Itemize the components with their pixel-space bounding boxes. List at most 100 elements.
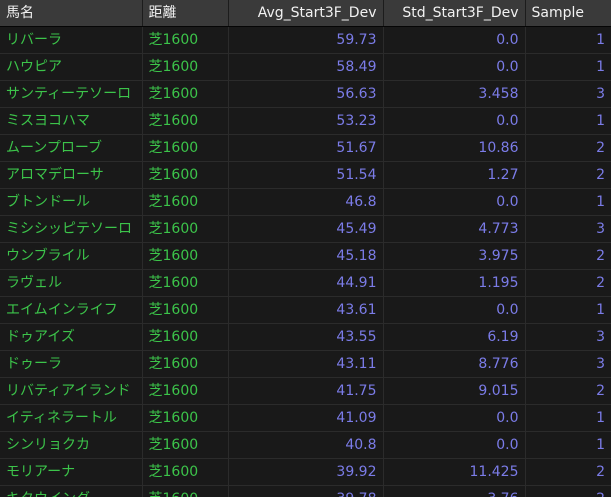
cell-std-start3f-dev: 10.86 bbox=[383, 134, 526, 162]
cell-horse-name: サンティーテソーロ bbox=[0, 80, 143, 108]
cell-avg-start3f-dev: 43.55 bbox=[228, 323, 384, 351]
cell-distance: 芝1600 bbox=[142, 431, 229, 459]
cell-distance: 芝1600 bbox=[142, 107, 229, 135]
cell-avg-start3f-dev: 51.54 bbox=[228, 161, 384, 189]
cell-horse-name: ラヴェル bbox=[0, 269, 143, 297]
cell-std-start3f-dev: 0.0 bbox=[383, 188, 526, 216]
table-row[interactable]: ミシシッピテソーロ 芝1600 45.49 4.773 3 bbox=[0, 215, 611, 243]
cell-horse-name: モリアーナ bbox=[0, 458, 143, 486]
cell-std-start3f-dev: 4.773 bbox=[383, 215, 526, 243]
table-row[interactable]: ドゥーラ 芝1600 43.11 8.776 3 bbox=[0, 350, 611, 378]
cell-avg-start3f-dev: 53.23 bbox=[228, 107, 384, 135]
cell-distance: 芝1600 bbox=[142, 242, 229, 270]
cell-avg-start3f-dev: 46.8 bbox=[228, 188, 384, 216]
cell-sample: 1 bbox=[525, 188, 611, 216]
cell-distance: 芝1600 bbox=[142, 269, 229, 297]
cell-horse-name: ドゥーラ bbox=[0, 350, 143, 378]
table-row[interactable]: エイムインライフ 芝1600 43.61 0.0 1 bbox=[0, 296, 611, 324]
column-header-sample[interactable]: Sample bbox=[525, 0, 611, 27]
cell-std-start3f-dev: 1.27 bbox=[383, 161, 526, 189]
cell-distance: 芝1600 bbox=[142, 188, 229, 216]
cell-distance: 芝1600 bbox=[142, 458, 229, 486]
cell-std-start3f-dev: 11.425 bbox=[383, 458, 526, 486]
cell-avg-start3f-dev: 58.49 bbox=[228, 53, 384, 81]
cell-std-start3f-dev: 0.0 bbox=[383, 431, 526, 459]
column-header-avg-start3f-dev[interactable]: Avg_Start3F_Dev bbox=[228, 0, 384, 27]
cell-sample: 3 bbox=[525, 323, 611, 351]
cell-sample: 2 bbox=[525, 134, 611, 162]
cell-distance: 芝1600 bbox=[142, 161, 229, 189]
column-header-horse-name[interactable]: 馬名 bbox=[0, 0, 143, 27]
table-row[interactable]: モリアーナ 芝1600 39.92 11.425 2 bbox=[0, 458, 611, 486]
table-header: 馬名 距離 Avg_Start3F_Dev Std_Start3F_Dev Sa… bbox=[0, 0, 611, 27]
column-header-distance[interactable]: 距離 bbox=[142, 0, 229, 27]
cell-std-start3f-dev: 0.0 bbox=[383, 107, 526, 135]
cell-distance: 芝1600 bbox=[142, 404, 229, 432]
table-row[interactable]: ミスヨコハマ 芝1600 53.23 0.0 1 bbox=[0, 107, 611, 135]
cell-sample: 1 bbox=[525, 53, 611, 81]
cell-std-start3f-dev: 9.015 bbox=[383, 377, 526, 405]
cell-avg-start3f-dev: 59.73 bbox=[228, 26, 384, 54]
cell-distance: 芝1600 bbox=[142, 215, 229, 243]
cell-sample: 2 bbox=[525, 242, 611, 270]
cell-sample: 3 bbox=[525, 80, 611, 108]
cell-sample: 1 bbox=[525, 431, 611, 459]
cell-avg-start3f-dev: 51.67 bbox=[228, 134, 384, 162]
cell-avg-start3f-dev: 39.78 bbox=[228, 485, 384, 497]
cell-sample: 1 bbox=[525, 404, 611, 432]
cell-avg-start3f-dev: 39.92 bbox=[228, 458, 384, 486]
table-row[interactable]: サンティーテソーロ 芝1600 56.63 3.458 3 bbox=[0, 80, 611, 108]
cell-avg-start3f-dev: 43.61 bbox=[228, 296, 384, 324]
cell-avg-start3f-dev: 40.8 bbox=[228, 431, 384, 459]
table-row[interactable]: ウンブライル 芝1600 45.18 3.975 2 bbox=[0, 242, 611, 270]
table-header-row: 馬名 距離 Avg_Start3F_Dev Std_Start3F_Dev Sa… bbox=[0, 0, 611, 27]
table-row[interactable]: ハウピア 芝1600 58.49 0.0 1 bbox=[0, 53, 611, 81]
cell-horse-name: リバティアイランド bbox=[0, 377, 143, 405]
table-row[interactable]: ブトンドール 芝1600 46.8 0.0 1 bbox=[0, 188, 611, 216]
cell-distance: 芝1600 bbox=[142, 323, 229, 351]
table-row[interactable]: シンリョクカ 芝1600 40.8 0.0 1 bbox=[0, 431, 611, 459]
table-body: リバーラ 芝1600 59.73 0.0 1 ハウピア 芝1600 58.49 0.0 1 サンティ… bbox=[0, 26, 611, 497]
cell-sample: 3 bbox=[525, 215, 611, 243]
cell-horse-name: アロマデローサ bbox=[0, 161, 143, 189]
cell-sample: 2 bbox=[525, 269, 611, 297]
table-row[interactable]: リバティアイランド 芝1600 41.75 9.015 2 bbox=[0, 377, 611, 405]
cell-horse-name: イティネラートル bbox=[0, 404, 143, 432]
cell-std-start3f-dev: 0.0 bbox=[383, 53, 526, 81]
cell-sample: 1 bbox=[525, 296, 611, 324]
table-row[interactable]: イティネラートル 芝1600 41.09 0.0 1 bbox=[0, 404, 611, 432]
cell-std-start3f-dev: 0.0 bbox=[383, 404, 526, 432]
cell-horse-name: シンリョクカ bbox=[0, 431, 143, 459]
cell-horse-name: ブトンドール bbox=[0, 188, 143, 216]
cell-std-start3f-dev: 6.19 bbox=[383, 323, 526, 351]
cell-sample: 2 bbox=[525, 485, 611, 497]
table-row[interactable]: キタウイング芝160039.783.762 bbox=[0, 485, 611, 497]
cell-avg-start3f-dev: 45.18 bbox=[228, 242, 384, 270]
table-row[interactable]: アロマデローサ 芝1600 51.54 1.27 2 bbox=[0, 161, 611, 189]
cell-std-start3f-dev: 3.458 bbox=[383, 80, 526, 108]
cell-avg-start3f-dev: 43.11 bbox=[228, 350, 384, 378]
cell-horse-name: ウンブライル bbox=[0, 242, 143, 270]
table-row[interactable]: ムーンプローブ 芝1600 51.67 10.86 2 bbox=[0, 134, 611, 162]
cell-sample: 2 bbox=[525, 161, 611, 189]
cell-sample: 2 bbox=[525, 377, 611, 405]
table-row[interactable]: リバーラ 芝1600 59.73 0.0 1 bbox=[0, 26, 611, 54]
cell-horse-name: ドゥアイズ bbox=[0, 323, 143, 351]
column-header-std-start3f-dev[interactable]: Std_Start3F_Dev bbox=[383, 0, 526, 27]
cell-avg-start3f-dev: 44.91 bbox=[228, 269, 384, 297]
cell-std-start3f-dev: 3.975 bbox=[383, 242, 526, 270]
cell-avg-start3f-dev: 45.49 bbox=[228, 215, 384, 243]
cell-horse-name: キタウイング bbox=[0, 485, 143, 497]
cell-horse-name: リバーラ bbox=[0, 26, 143, 54]
table-row[interactable]: ドゥアイズ 芝1600 43.55 6.19 3 bbox=[0, 323, 611, 351]
cell-std-start3f-dev: 1.195 bbox=[383, 269, 526, 297]
cell-std-start3f-dev: 8.776 bbox=[383, 350, 526, 378]
cell-distance: 芝1600 bbox=[142, 80, 229, 108]
cell-distance: 芝1600 bbox=[142, 134, 229, 162]
table-row[interactable]: ラヴェル 芝1600 44.91 1.195 2 bbox=[0, 269, 611, 297]
cell-distance: 芝1600 bbox=[142, 53, 229, 81]
cell-horse-name: ミシシッピテソーロ bbox=[0, 215, 143, 243]
cell-avg-start3f-dev: 41.09 bbox=[228, 404, 384, 432]
